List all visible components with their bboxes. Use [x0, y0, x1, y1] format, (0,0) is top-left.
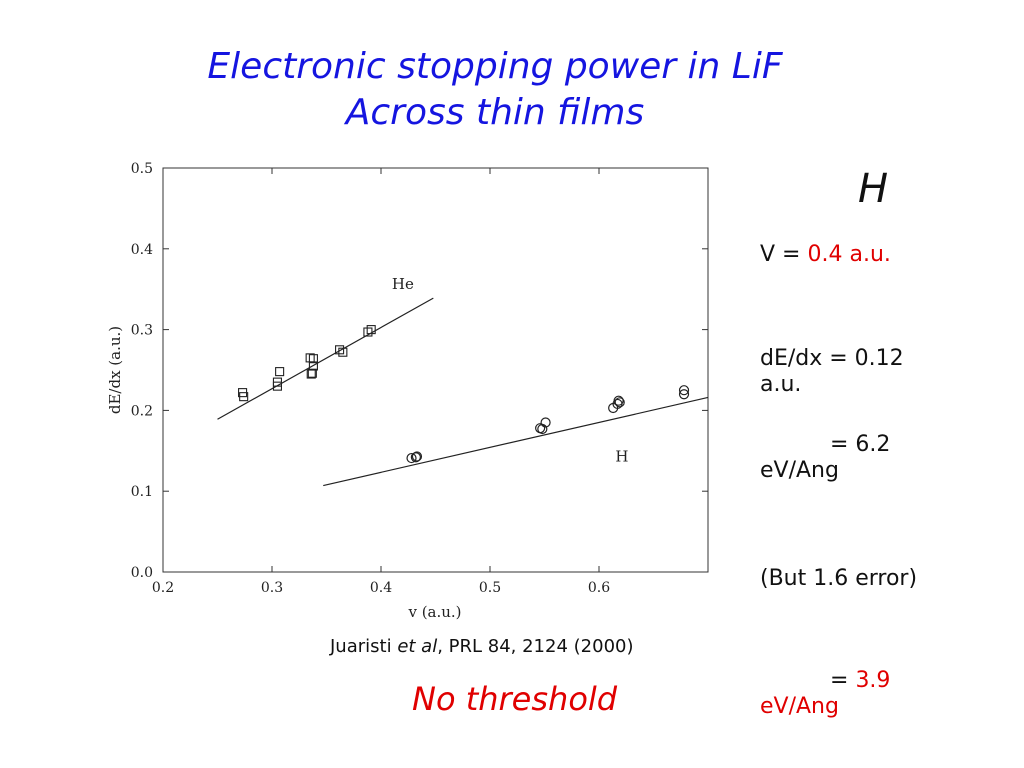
dedx-unit: a.u.: [760, 372, 802, 397]
velocity-label: V =: [760, 242, 808, 267]
y-tick-label-1: 0.1: [131, 484, 153, 500]
annotation-h: H: [615, 447, 628, 465]
y-tick-label-5: 0.5: [131, 161, 153, 177]
citation-ref: , PRL 84, 2124 (2000): [437, 636, 634, 657]
he-point-1: [239, 392, 249, 402]
side-heading: H: [858, 166, 889, 212]
no-threshold-note: No threshold: [412, 680, 618, 718]
citation: Juaristi et al, PRL 84, 2124 (2000): [330, 636, 634, 657]
slide-title: Electronic stopping power in LiF Across …: [0, 44, 990, 136]
velocity-value: 0.4 a.u.: [807, 242, 891, 267]
x-tick-label-1: 0.3: [261, 580, 283, 596]
x-tick-label-3: 0.5: [479, 580, 501, 596]
h-point-0: [406, 452, 417, 464]
series-annotations: He H: [392, 275, 629, 465]
he-point-7: [307, 368, 317, 378]
error-note: (But 1.6 error): [760, 566, 918, 591]
ev-value: = 6.2: [830, 432, 891, 457]
h-fit-line: [323, 396, 709, 487]
h-point-5: [540, 417, 551, 428]
slide-title-line2: Across thin films: [345, 92, 645, 133]
corrected-unit: eV/Ang: [760, 694, 839, 719]
x-tick-label-0: 0.2: [152, 580, 174, 596]
h-point-8: [613, 395, 624, 406]
y-tick-label-3: 0.3: [131, 323, 153, 339]
ev-unit: eV/Ang: [760, 458, 839, 483]
he-point-11: [338, 347, 348, 357]
he-point-4: [275, 367, 285, 377]
plot-frame: [162, 167, 709, 573]
h-point-1: [410, 452, 421, 463]
y-axis-label: dE/dx (a.u.): [106, 326, 124, 414]
dedx-line: dE/dx = 0.12 a.u.: [760, 346, 904, 398]
he-point-8: [308, 361, 318, 371]
corrected-value: 3.9: [855, 668, 891, 693]
h-point-4: [537, 423, 548, 435]
y-tick-label-2: 0.2: [131, 403, 153, 419]
dedx-value: dE/dx = 0.12: [760, 346, 904, 371]
he-point-9: [308, 354, 318, 364]
velocity-line: V = 0.4 a.u.: [760, 242, 891, 268]
corrected-eq: =: [830, 668, 856, 693]
he-point-3: [272, 381, 283, 391]
annotation-he: He: [392, 275, 414, 293]
ev-line: = 6.2 eV/Ang: [760, 432, 890, 484]
y-tick-label-4: 0.4: [131, 242, 153, 258]
citation-etal: et al: [397, 636, 438, 657]
axis-ticks: [162, 167, 708, 573]
corrected-line: = 3.9 eV/Ang: [760, 668, 890, 720]
fit-lines: [217, 297, 709, 487]
data-markers: [238, 325, 690, 464]
citation-author: Juaristi: [330, 636, 398, 657]
y-tick-label-0: 0.0: [131, 565, 153, 581]
he-point-13: [366, 325, 376, 335]
he-point-12: [363, 327, 373, 337]
he-fit-line: [217, 297, 434, 420]
tick-labels: 0.2 0.3 0.4 0.5 0.6 0.0 0.1 0.2 0.3 0.4 0.5: [131, 161, 610, 596]
x-axis-label: v (a.u.): [407, 603, 461, 621]
x-tick-label-4: 0.6: [588, 580, 610, 596]
slide-title-line1: Electronic stopping power in LiF: [207, 46, 783, 87]
h-point-9: [614, 397, 625, 408]
x-tick-label-2: 0.4: [370, 580, 392, 596]
he-point-10: [335, 345, 345, 355]
h-point-11: [678, 389, 690, 400]
h-point-2: [411, 451, 423, 462]
h-point-10: [678, 385, 690, 396]
